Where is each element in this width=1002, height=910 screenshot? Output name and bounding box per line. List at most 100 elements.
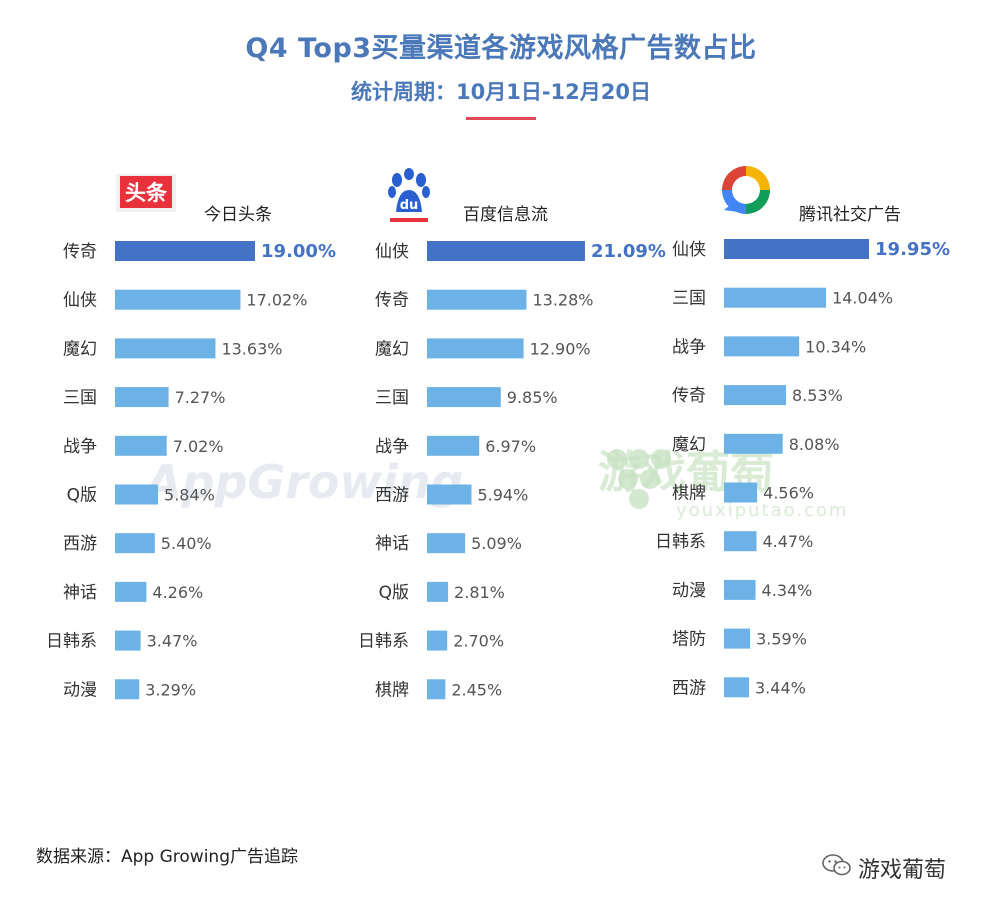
category-label: 仙侠: [672, 240, 706, 260]
value-label: 7.02%: [173, 437, 224, 456]
category-label: 棋牌: [672, 484, 706, 504]
value-label: 2.45%: [451, 680, 502, 699]
category-label: 魔幻: [375, 339, 409, 359]
bar: [115, 289, 241, 310]
value-label: 8.53%: [792, 386, 843, 405]
title-underline: [466, 117, 536, 120]
value-label: 5.40%: [161, 534, 212, 553]
value-label: 5.94%: [477, 486, 528, 505]
value-label: 3.59%: [756, 630, 807, 649]
category-label: 西游: [672, 678, 706, 698]
value-label: 6.97%: [485, 437, 536, 456]
category-label: 棋牌: [375, 680, 409, 700]
bar: [115, 338, 216, 359]
bar: [724, 433, 783, 454]
data-source-note: 数据来源：App Growing广告追踪: [36, 847, 298, 867]
bar: [427, 435, 480, 456]
bar: [427, 679, 446, 700]
toutiao-logo-text: 头条: [125, 181, 168, 205]
value-label: 14.04%: [832, 289, 893, 308]
bar: [724, 628, 751, 649]
watermark-appgrowing: AppGrowing: [146, 455, 464, 509]
value-label: 4.56%: [763, 484, 814, 503]
bar: [115, 387, 169, 408]
category-label: 战争: [672, 337, 706, 357]
category-label: 三国: [375, 388, 409, 408]
chart-subtitle: 统计周期：10月1日-12月20日: [351, 80, 651, 104]
value-label: 12.90%: [530, 339, 591, 358]
grape-watermark-icon: [607, 449, 671, 509]
tencent-ads-logo-icon: [718, 162, 774, 222]
category-label: 战争: [63, 437, 97, 457]
value-label: 5.09%: [471, 534, 522, 553]
bar: [115, 241, 256, 261]
category-label: 西游: [375, 486, 409, 506]
bar: [427, 387, 501, 408]
category-label: 传奇: [63, 242, 97, 262]
bar: [427, 630, 448, 651]
value-label: 3.44%: [755, 678, 806, 697]
category-label: 神话: [375, 534, 409, 554]
bar: [427, 241, 585, 261]
category-label: 日韩系: [655, 532, 706, 552]
category-label: 传奇: [672, 386, 706, 406]
bar: [724, 385, 787, 406]
bar: [427, 289, 527, 310]
bar: [724, 579, 756, 600]
channel-name-toutiao: 今日头条: [204, 205, 272, 225]
channel-name-baidu: 百度信息流: [463, 205, 548, 225]
bar: [115, 435, 167, 456]
value-label: 19.95%: [875, 239, 950, 260]
category-label: 三国: [63, 388, 97, 408]
bar: [115, 484, 159, 505]
bar: [115, 630, 141, 651]
value-label: 5.84%: [164, 486, 215, 505]
value-label: 17.02%: [246, 291, 307, 310]
value-label: 2.70%: [453, 632, 504, 651]
bar: [724, 336, 800, 357]
category-label: 动漫: [63, 680, 97, 700]
value-label: 13.63%: [221, 339, 282, 358]
watermark-youxiputao-url: youxiputao.com: [676, 500, 849, 521]
bar: [115, 679, 140, 700]
baidu-logo-text: du: [400, 198, 419, 213]
value-label: 3.47%: [147, 632, 198, 651]
category-label: 仙侠: [63, 291, 97, 311]
bar-charts: 传奇 19.00% 仙侠 17.02% 魔幻 13.63% 三国 7.27% 战争 7.02% Q版…: [46, 239, 950, 700]
value-label: 7.27%: [175, 388, 226, 407]
category-label: 三国: [672, 289, 706, 309]
category-label: 日韩系: [358, 632, 409, 652]
bar: [724, 239, 870, 259]
category-label: 塔防: [672, 630, 706, 650]
category-label: 传奇: [375, 291, 409, 311]
wechat-icon: [822, 854, 851, 876]
category-label: Q版: [67, 486, 97, 506]
bar: [427, 484, 472, 505]
bar: [724, 677, 750, 698]
bar: [724, 287, 827, 308]
brand-name: 游戏葡萄: [858, 858, 947, 883]
value-label: 2.81%: [454, 583, 505, 602]
category-label: 动漫: [672, 581, 706, 601]
bar: [115, 533, 155, 554]
category-label: 魔幻: [672, 435, 706, 455]
value-label: 10.34%: [805, 337, 866, 356]
bar: [427, 338, 524, 359]
value-label: 9.85%: [507, 388, 558, 407]
category-label: Q版: [379, 583, 409, 603]
value-label: 19.00%: [261, 241, 336, 262]
channel-name-tencent: 腾讯社交广告: [799, 205, 901, 225]
bar: [724, 482, 758, 503]
value-label: 8.08%: [789, 435, 840, 454]
value-label: 4.26%: [152, 583, 203, 602]
category-label: 神话: [63, 583, 97, 603]
category-label: 魔幻: [63, 339, 97, 359]
bar: [115, 581, 147, 602]
category-label: 日韩系: [46, 632, 97, 652]
category-label: 仙侠: [375, 242, 409, 262]
bar: [724, 531, 757, 552]
value-label: 21.09%: [591, 241, 666, 262]
bar: [427, 581, 449, 602]
toutiao-logo-icon: 头条: [116, 174, 176, 216]
value-label: 4.47%: [762, 532, 813, 551]
